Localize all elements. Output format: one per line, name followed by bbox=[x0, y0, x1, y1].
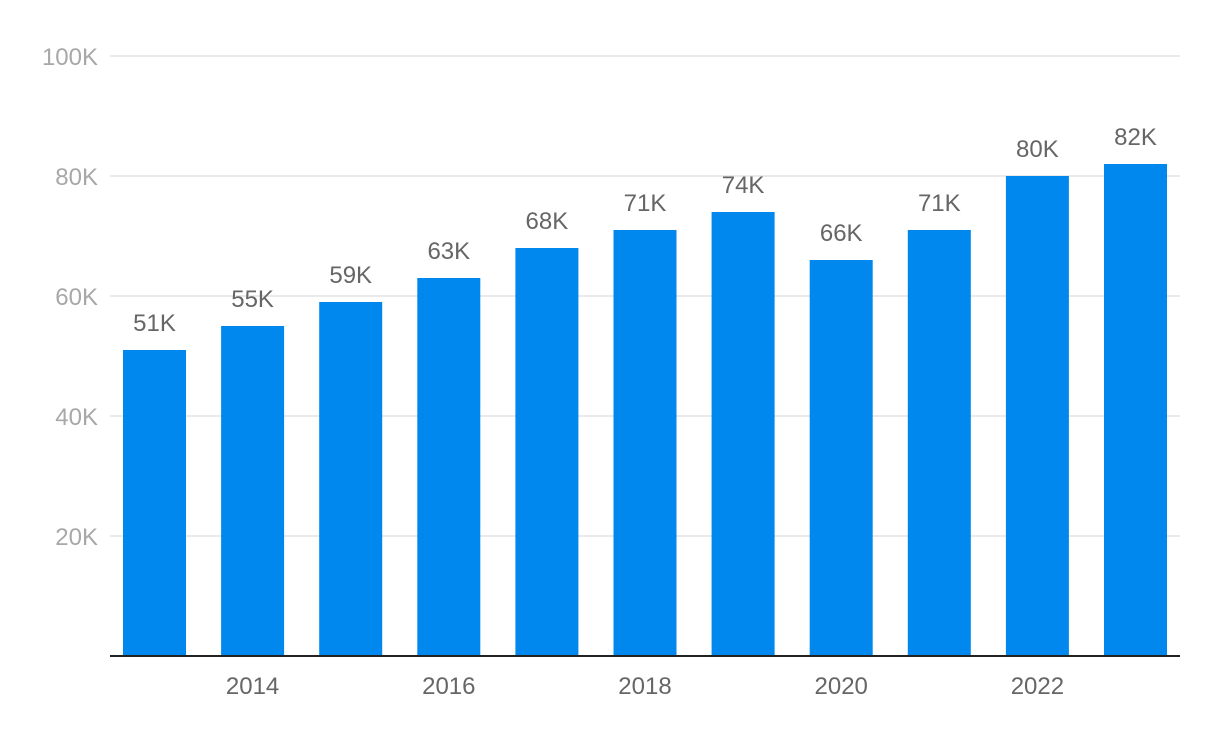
bar-2017 bbox=[515, 248, 579, 656]
bars bbox=[123, 164, 1167, 656]
y-tick-label: 20K bbox=[55, 524, 98, 551]
y-tick-label: 40K bbox=[55, 404, 98, 431]
bar-2013 bbox=[123, 350, 186, 656]
bar-2016 bbox=[417, 278, 481, 656]
data-labels: 51K 55K 59K 63K 68K 71K 74K 66K 71K 80K 82K bbox=[133, 124, 1157, 337]
data-label-2014: 55K bbox=[231, 286, 274, 313]
data-label-2021: 71K bbox=[918, 190, 961, 217]
bar-2018 bbox=[613, 230, 677, 656]
bar-2019 bbox=[711, 212, 775, 656]
data-label-2017: 68K bbox=[526, 208, 569, 235]
y-axis-ticks: 20K 40K 60K 80K 100K bbox=[42, 44, 98, 551]
data-label-2016: 63K bbox=[427, 238, 470, 265]
x-tick-label-2022: 2022 bbox=[1011, 673, 1064, 700]
data-label-2019: 74K bbox=[722, 172, 765, 199]
data-label-2018: 71K bbox=[624, 190, 667, 217]
bar-2022 bbox=[1005, 176, 1069, 656]
x-tick-label-2018: 2018 bbox=[618, 673, 671, 700]
x-axis-ticks: 2014 2016 2018 2020 2022 bbox=[226, 673, 1064, 700]
y-tick-label: 60K bbox=[55, 284, 98, 311]
y-tick-label: 80K bbox=[55, 164, 98, 191]
bar-2023 bbox=[1104, 164, 1167, 656]
data-label-2015: 59K bbox=[329, 262, 372, 289]
bar-2015 bbox=[319, 302, 383, 656]
x-tick-label-2020: 2020 bbox=[815, 673, 868, 700]
data-label-2013: 51K bbox=[133, 310, 176, 337]
bar-2021 bbox=[907, 230, 971, 656]
bar-2014 bbox=[221, 326, 285, 656]
bar-2020 bbox=[809, 260, 873, 656]
data-label-2020: 66K bbox=[820, 220, 863, 247]
data-label-2022: 80K bbox=[1016, 136, 1059, 163]
y-tick-label: 100K bbox=[42, 44, 98, 71]
x-tick-label-2016: 2016 bbox=[422, 673, 475, 700]
data-label-2023: 82K bbox=[1114, 124, 1157, 151]
x-tick-label-2014: 2014 bbox=[226, 673, 279, 700]
